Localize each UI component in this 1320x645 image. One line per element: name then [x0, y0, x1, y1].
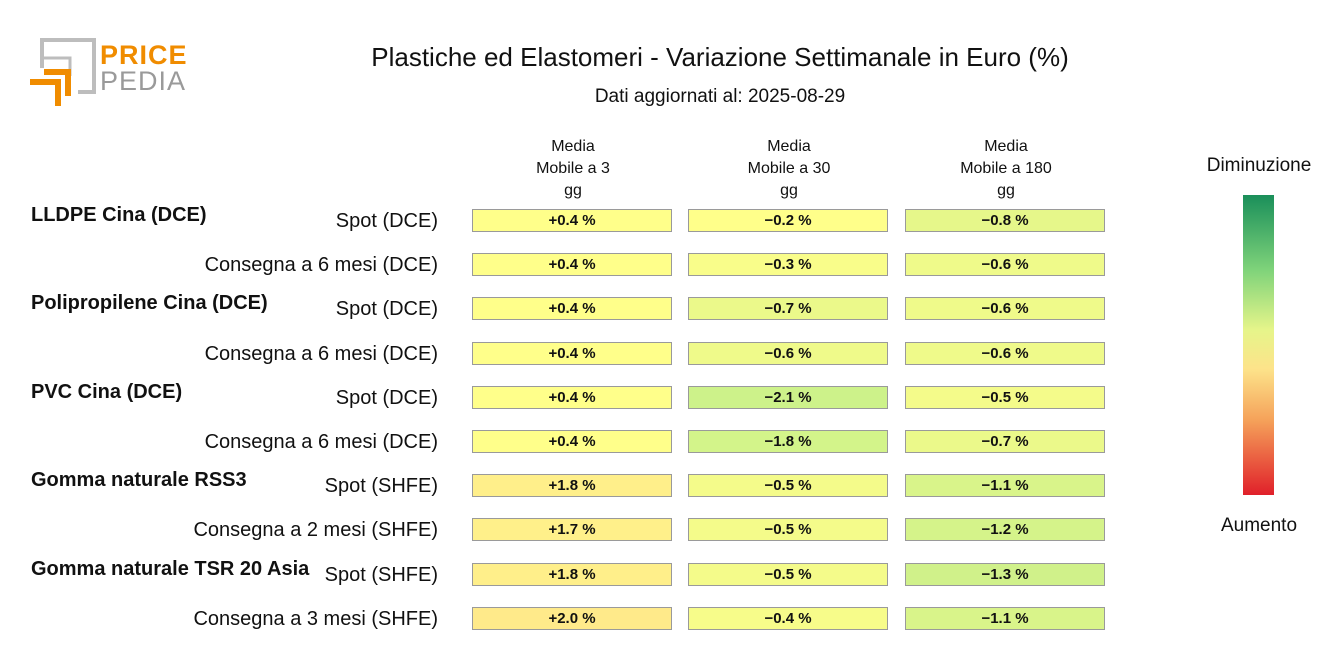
logo-mark-icon	[30, 38, 96, 106]
value-cell: −1.2 %	[905, 518, 1105, 542]
value-cell: +0.4 %	[472, 297, 672, 321]
value-cell: −0.2 %	[688, 209, 888, 232]
column-header: Media Mobile a 3 gg	[536, 138, 610, 199]
value-cell: −0.5 %	[905, 385, 1105, 409]
legend-top-label: Diminuzione	[1206, 155, 1312, 176]
row-label: Spot (SHFE)	[324, 475, 438, 498]
legend-bottom-label: Aumento	[1220, 515, 1298, 536]
row-label: Spot (DCE)	[335, 386, 438, 409]
value-cell: −2.1 %	[688, 385, 888, 409]
color-scale-bar	[1243, 195, 1274, 495]
column-header: Media Mobile a 30 gg	[747, 138, 831, 199]
value-cell: −1.1 %	[905, 606, 1105, 630]
value-cell: −1.1 %	[905, 474, 1105, 498]
row-label: Consegna a 2 mesi (SHFE)	[193, 519, 438, 542]
group-label: Gomma naturale RSS3	[31, 469, 247, 492]
value-cell: −0.6 %	[905, 297, 1105, 321]
group-label: PVC Cina (DCE)	[31, 380, 183, 403]
value-cell: −1.8 %	[688, 430, 888, 453]
value-cell: +1.8 %	[472, 474, 672, 498]
pricepedia-logo: PRICE PEDIA	[28, 36, 188, 111]
value-cell: −0.5 %	[688, 562, 888, 586]
value-cell: −0.6 %	[688, 341, 888, 365]
value-cell: −0.5 %	[688, 518, 888, 542]
value-cell: +0.4 %	[472, 385, 672, 409]
row-label: Spot (DCE)	[335, 210, 438, 232]
row-label: Consegna a 6 mesi (DCE)	[204, 431, 438, 453]
value-cell: −0.7 %	[905, 430, 1105, 453]
value-cell: −0.3 %	[688, 253, 888, 277]
value-cell: −0.6 %	[905, 341, 1105, 365]
value-cell: −0.5 %	[688, 474, 888, 498]
chart-subtitle: Dati aggiornati al: 2025-08-29	[594, 86, 846, 107]
group-label: Gomma naturale TSR 20 Asia	[31, 557, 310, 580]
value-cell: +0.4 %	[472, 209, 672, 232]
chart-title: Plastiche ed Elastomeri - Variazione Set…	[371, 42, 1069, 72]
value-cell: +0.4 %	[472, 253, 672, 277]
value-cell: +0.4 %	[472, 430, 672, 453]
group-label: Polipropilene Cina (DCE)	[31, 292, 268, 315]
value-cell: +2.0 %	[472, 606, 672, 630]
value-cell: −0.7 %	[688, 297, 888, 321]
logo-price-text: PRICE	[100, 40, 188, 70]
row-label: Consegna a 3 mesi (SHFE)	[193, 607, 438, 630]
value-cell: −1.3 %	[905, 562, 1105, 586]
value-cell: −0.4 %	[688, 606, 888, 630]
row-label: Consegna a 6 mesi (DCE)	[204, 342, 438, 365]
row-label: Spot (SHFE)	[324, 563, 438, 586]
row-label: Spot (DCE)	[335, 298, 438, 321]
group-label: LLDPE Cina (DCE)	[31, 204, 207, 226]
value-cell: −0.8 %	[905, 209, 1105, 232]
value-cell: +1.7 %	[472, 518, 672, 542]
value-cell: −0.6 %	[905, 253, 1105, 277]
row-label: Consegna a 6 mesi (DCE)	[204, 254, 438, 277]
value-cell: +1.8 %	[472, 562, 672, 586]
column-header: Media Mobile a 180 gg	[960, 138, 1052, 199]
logo-pedia-text: PEDIA	[100, 66, 187, 96]
value-cell: +0.4 %	[472, 341, 672, 365]
